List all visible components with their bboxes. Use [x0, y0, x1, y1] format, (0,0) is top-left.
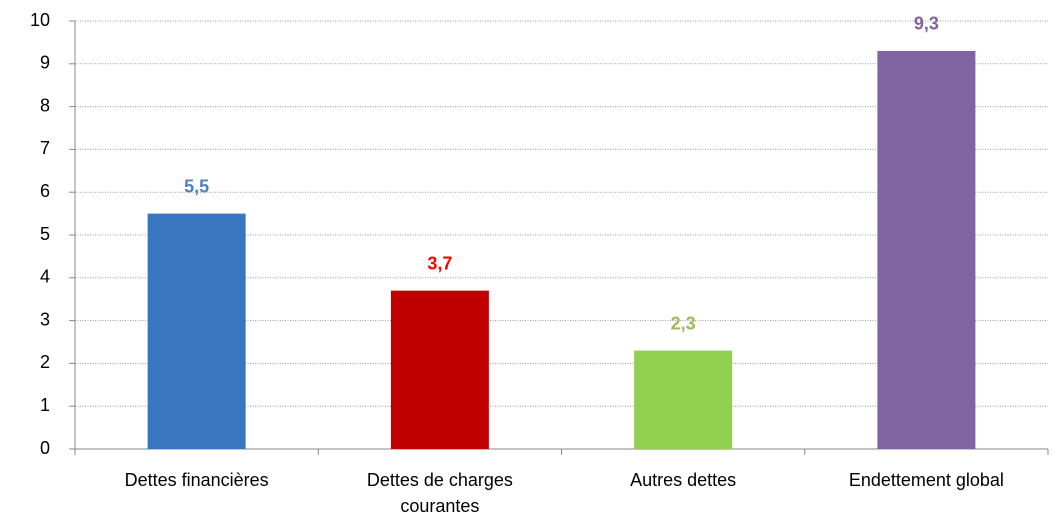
x-tick-label: Autres dettes — [630, 470, 737, 490]
y-tick-label: 10 — [30, 10, 50, 30]
bar — [634, 350, 733, 449]
y-tick-label: 0 — [40, 438, 50, 458]
x-tick-label: Endettement global — [848, 470, 1004, 490]
data-label: 9,3 — [914, 14, 939, 34]
y-tick-label: 5 — [40, 224, 50, 244]
x-tick-label: Dettes financières — [124, 470, 269, 490]
y-tick-label: 7 — [40, 138, 50, 158]
bar — [390, 290, 489, 449]
data-label: 3,7 — [427, 253, 452, 273]
y-tick-label: 1 — [40, 395, 50, 415]
y-tick-label: 9 — [40, 53, 50, 73]
data-label: 5,5 — [184, 176, 209, 196]
y-tick-label: 2 — [40, 352, 50, 372]
data-label: 2,3 — [671, 313, 696, 333]
y-tick-label: 6 — [40, 181, 50, 201]
y-tick-label: 3 — [40, 309, 50, 329]
bar — [147, 213, 246, 449]
bar — [877, 50, 976, 450]
y-tick-label: 4 — [40, 267, 50, 287]
y-tick-label: 8 — [40, 95, 50, 115]
x-tick-label: Dettes de charges courantes — [366, 470, 513, 516]
